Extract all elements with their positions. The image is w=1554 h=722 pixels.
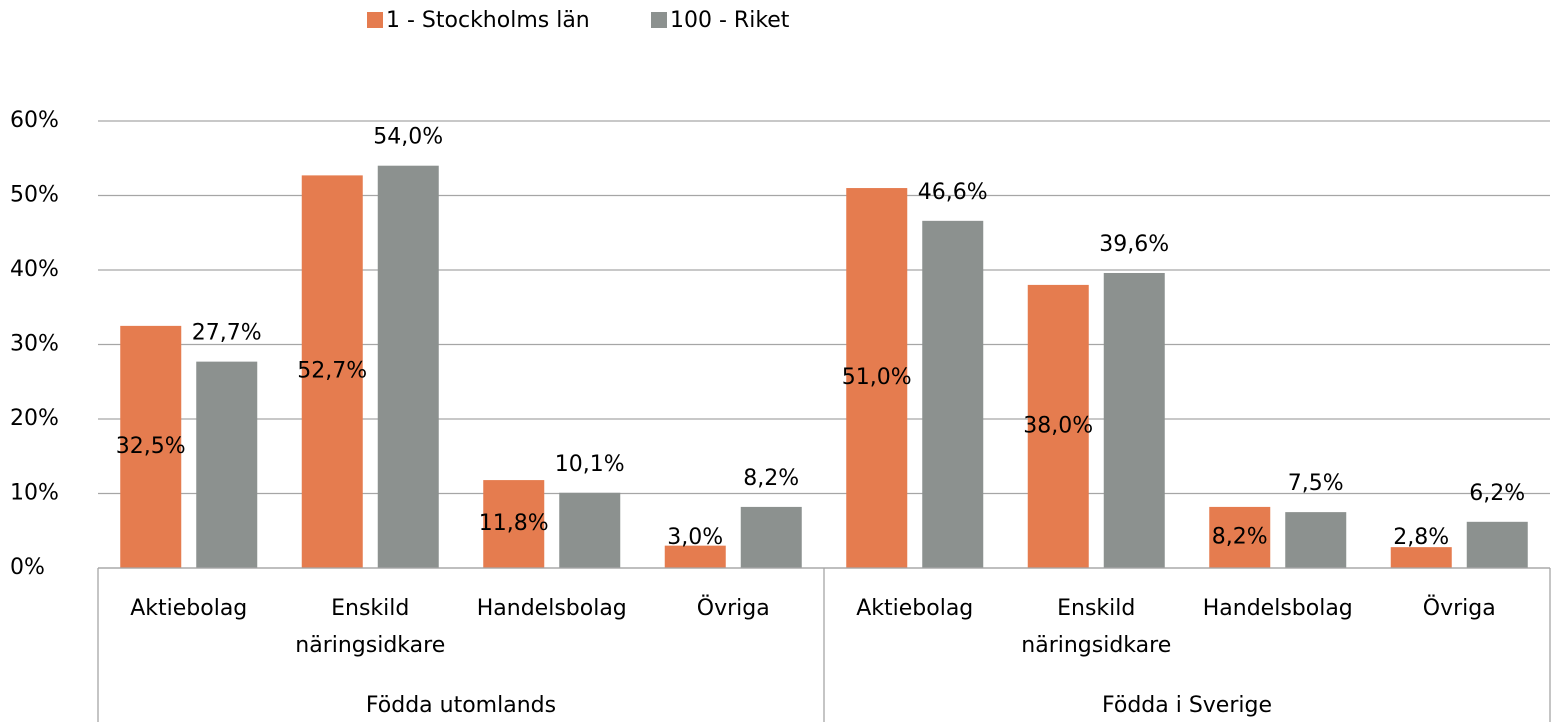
bar [559, 492, 621, 568]
bar [1209, 506, 1271, 568]
bar [740, 506, 802, 568]
value-label: 27,7% [192, 321, 262, 346]
bar [1027, 284, 1089, 568]
bar [1285, 512, 1347, 568]
value-label: 8,2% [743, 466, 799, 491]
value-label: 2,8% [1393, 525, 1449, 550]
value-label: 11,8% [479, 511, 549, 536]
bar [846, 188, 908, 569]
y-tick-label: 0% [10, 555, 45, 580]
y-tick-label: 40% [10, 257, 59, 282]
bar [1390, 547, 1452, 568]
value-label: 7,5% [1288, 471, 1344, 496]
x-tick-label: Handelsbolag [1202, 596, 1353, 621]
x-tick-label: Aktiebolag [856, 596, 974, 621]
value-label: 32,5% [116, 434, 186, 459]
y-tick-label: 30% [10, 332, 59, 357]
value-label: 6,2% [1469, 481, 1525, 506]
bar [922, 220, 984, 568]
x-tick-label: Enskild näringsidkare [1021, 596, 1172, 658]
bar [664, 545, 726, 568]
x-tick-label: Övriga [696, 596, 770, 621]
value-label: 8,2% [1212, 524, 1268, 549]
bar [377, 165, 439, 568]
value-label: 38,0% [1023, 413, 1093, 438]
x-tick-label: Handelsbolag [476, 596, 627, 621]
x-tick-label: Enskild näringsidkare [295, 596, 446, 658]
x-tick-label: Övriga [1422, 596, 1496, 621]
y-tick-label: 60% [10, 108, 59, 133]
y-tick-label: 10% [10, 481, 59, 506]
bar [120, 325, 182, 568]
legend-swatch [651, 12, 667, 28]
value-label: 39,6% [1099, 232, 1169, 257]
bar [483, 480, 545, 568]
legend-label: 1 - Stockholms län [386, 8, 590, 33]
value-label: 54,0% [373, 125, 443, 150]
value-label: 51,0% [842, 365, 912, 390]
x-tick-label: Aktiebolag [130, 596, 248, 621]
legend-swatch [367, 12, 383, 28]
bar [301, 175, 363, 568]
value-label: 46,6% [918, 180, 988, 205]
group-label: Födda i Sverige [1102, 693, 1272, 718]
value-label: 3,0% [667, 525, 723, 550]
bar [1466, 521, 1528, 568]
bar [1103, 272, 1165, 568]
y-tick-label: 50% [10, 183, 59, 208]
value-label: 10,1% [555, 452, 625, 477]
value-label: 52,7% [297, 359, 367, 384]
group-label: Födda utomlands [366, 693, 556, 718]
legend-label: 100 - Riket [670, 8, 790, 33]
y-tick-label: 20% [10, 406, 59, 431]
bar [196, 361, 258, 568]
